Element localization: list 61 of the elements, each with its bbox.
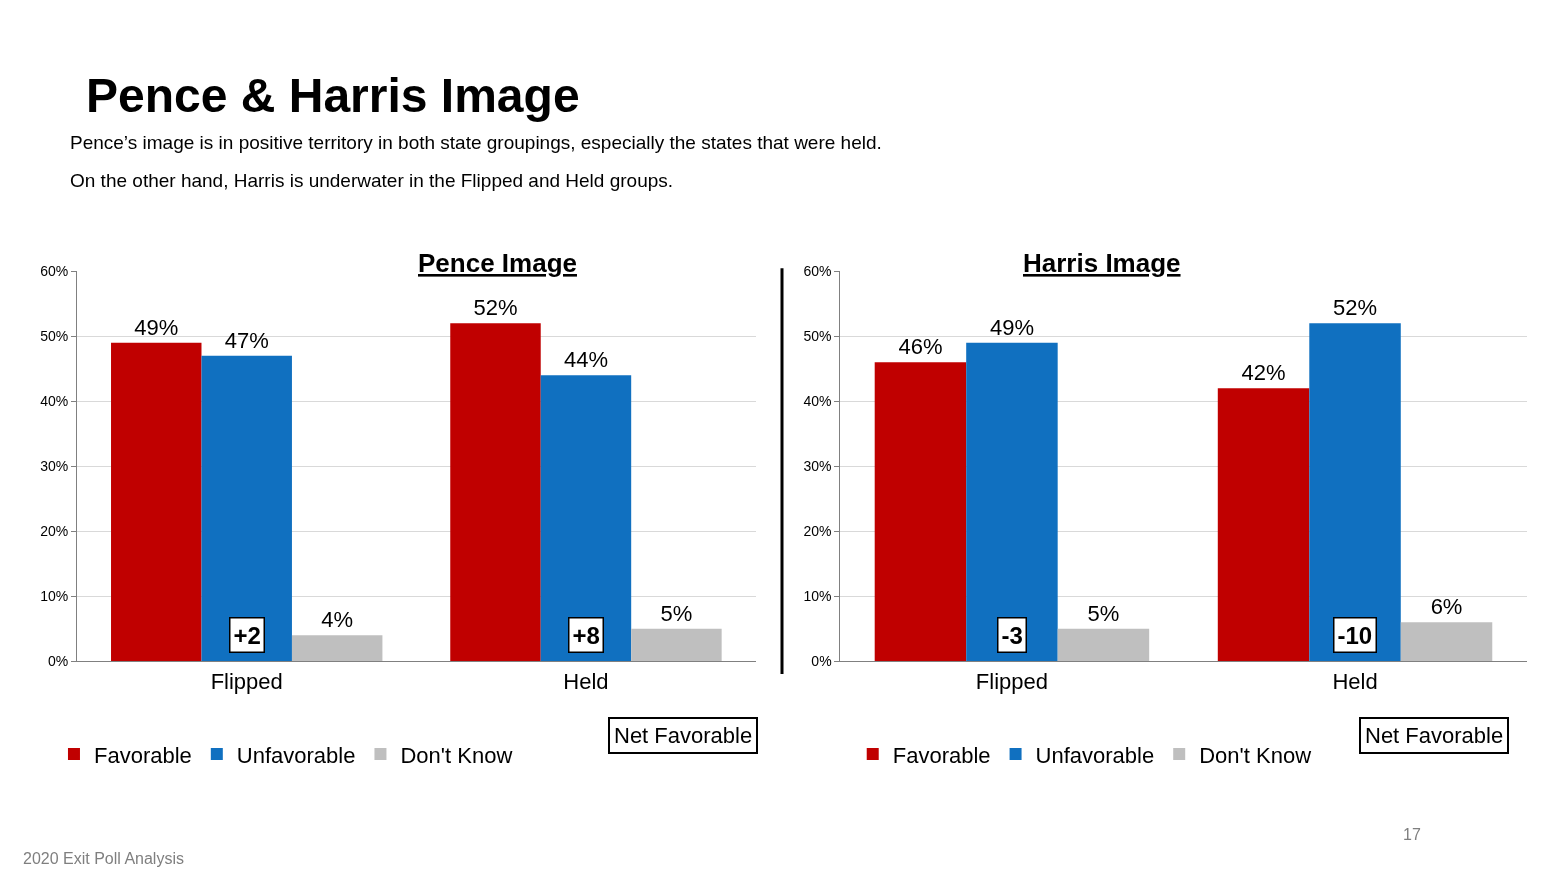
bar	[874, 362, 967, 662]
chart-title: Pence Image	[418, 248, 577, 278]
y-tick-label: 40%	[40, 393, 69, 410]
bar	[450, 323, 541, 662]
data-label: 49%	[989, 314, 1034, 340]
x-tick-label: Held	[563, 668, 609, 694]
bar	[1400, 622, 1493, 662]
bar	[966, 342, 1058, 662]
bar	[631, 628, 722, 662]
text: Net Favorable	[614, 723, 753, 748]
y-tick-label: 50%	[803, 328, 832, 345]
data-label: 4%	[321, 607, 354, 633]
y-tick-label: 60%	[40, 263, 69, 280]
bar	[1057, 628, 1150, 662]
text: Pence & Harris Image	[86, 69, 580, 122]
data-label: 42%	[1241, 360, 1286, 386]
y-tick-label: 20%	[40, 523, 69, 540]
y-tick-label: 10%	[40, 588, 69, 605]
y-tick-label: 30%	[803, 458, 832, 475]
data-label: 46%	[898, 334, 943, 360]
legend-label: Don't Know	[400, 742, 513, 768]
text: Net Favorable	[1365, 723, 1504, 748]
y-tick-label: 60%	[803, 263, 832, 280]
data-label: 52%	[473, 295, 518, 321]
annotation: -3	[1001, 621, 1023, 649]
x-tick-label: Flipped	[975, 668, 1049, 694]
legend-label: Unfavorable	[1035, 742, 1155, 768]
bar	[1309, 323, 1401, 662]
y-tick-label: 10%	[803, 588, 832, 605]
legend-label: Unfavorable	[236, 742, 356, 768]
bar	[291, 635, 383, 662]
data-label: 44%	[563, 347, 608, 373]
x-tick-label: Flipped	[210, 668, 283, 694]
data-label: 49%	[134, 314, 179, 340]
data-label: 5%	[660, 600, 693, 626]
data-label: 6%	[1430, 594, 1463, 620]
y-tick-label: 30%	[40, 458, 69, 475]
bar	[111, 342, 202, 662]
legend-label: Don't Know	[1199, 742, 1312, 768]
y-tick-label: 20%	[803, 523, 832, 540]
text: Pence’s image is in positive territory in both state groupings, especially the states that were held.	[70, 132, 882, 153]
data-label: 5%	[1087, 600, 1120, 626]
annotation: -10	[1337, 621, 1373, 649]
legend-label: Favorable	[93, 742, 192, 768]
bar	[540, 375, 632, 662]
x-tick-label: Held	[1332, 668, 1378, 694]
text: 17	[1403, 826, 1421, 843]
annotation: +2	[233, 621, 261, 649]
y-tick-label: 0%	[811, 653, 832, 670]
annotation: +8	[572, 621, 600, 649]
text: On the other hand, Harris is underwater in the Flipped and Held groups.	[70, 170, 674, 191]
legend-label: Favorable	[892, 742, 991, 768]
data-label: 47%	[224, 327, 269, 353]
chart-title: Harris Image	[1023, 248, 1181, 278]
text: 2020 Exit Poll Analysis	[23, 850, 184, 867]
y-tick-label: 40%	[803, 393, 832, 410]
y-tick-label: 0%	[48, 653, 69, 670]
data-label: 52%	[1333, 295, 1378, 321]
bar	[1217, 388, 1310, 662]
y-tick-label: 50%	[40, 328, 69, 345]
bar	[201, 355, 292, 662]
